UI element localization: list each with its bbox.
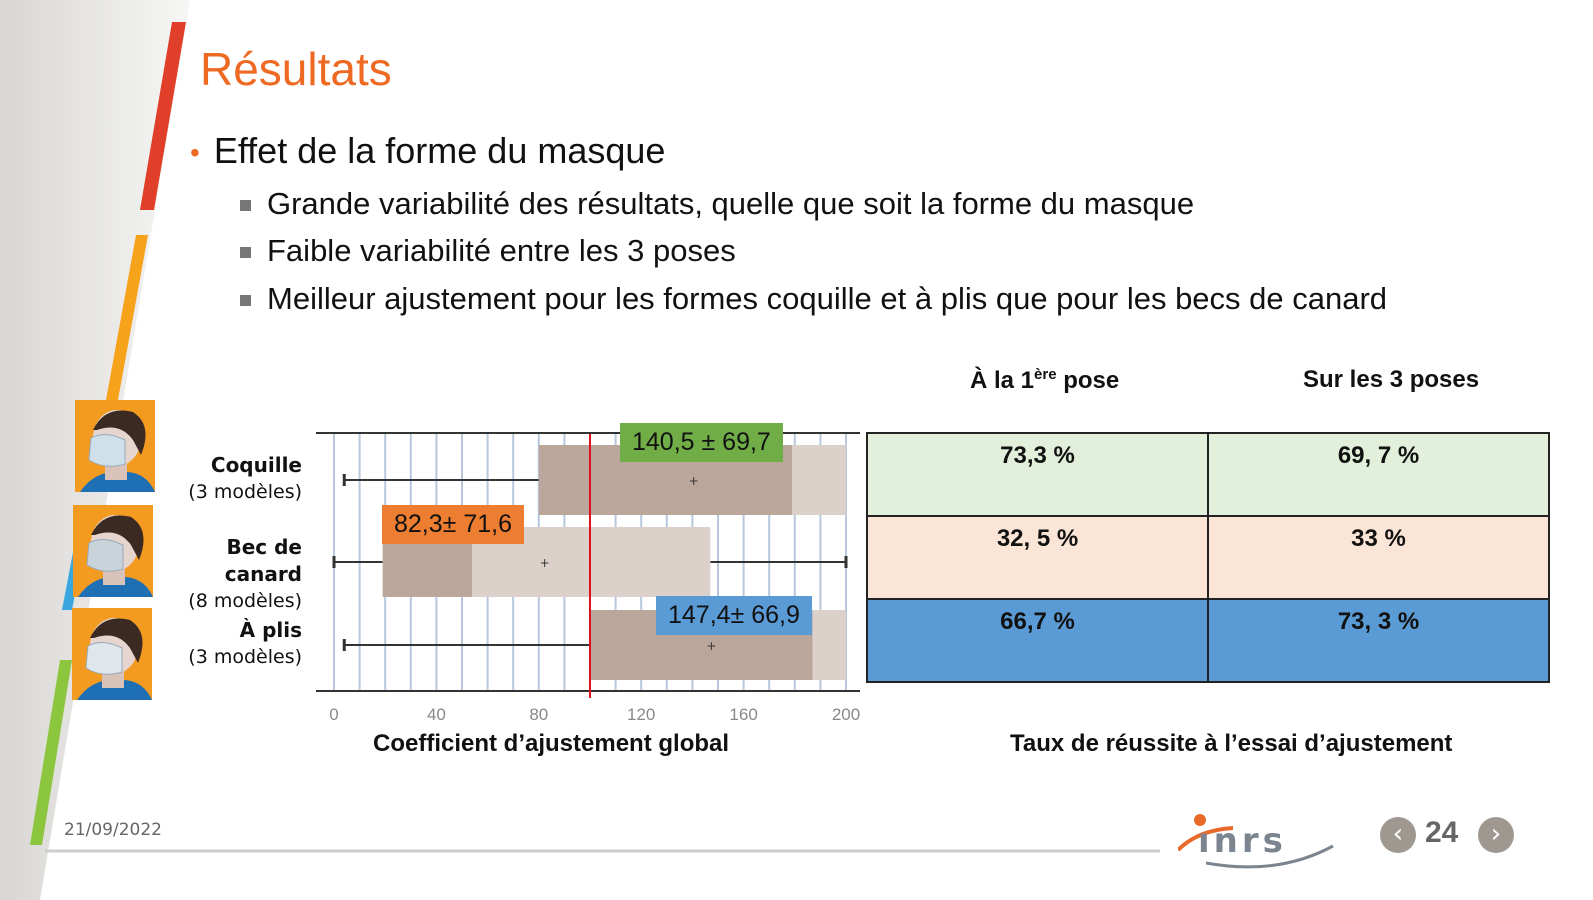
x-tick-label: 40 (427, 705, 446, 724)
sub-bullet-text: Grande variabilité des résultats, quelle… (267, 186, 1195, 221)
table-cell: 73, 3 % (1207, 598, 1550, 683)
previous-slide-button[interactable]: ‹ (1380, 817, 1416, 853)
table-row: 73,3 % 69, 7 % (865, 432, 1550, 517)
sub-bullet-text: Meilleur ajustement pour les formes coqu… (267, 281, 1388, 316)
slide-title: Résultats (200, 43, 392, 95)
page-number: 24 (1425, 816, 1459, 849)
table-row: 66,7 % 73, 3 % (865, 598, 1550, 683)
category-label: À plis (3 modèles) (188, 618, 302, 668)
mask-face-illustration (73, 505, 153, 597)
table-cell: 33 % (1207, 515, 1550, 600)
success-rate-table: 73,3 % 69, 7 % 32, 5 % 33 % 66,7 % 73, 3 % (865, 432, 1550, 683)
next-slide-button[interactable]: › (1478, 817, 1514, 853)
table-header-first-pose: À la 1ère pose (970, 366, 1120, 394)
x-tick-label: 0 (329, 705, 338, 724)
table-cell: 32, 5 % (865, 515, 1210, 600)
x-axis-label: Coefficient d’ajustement global (373, 730, 730, 757)
category-label: Bec de canard (8 modèles) (188, 535, 302, 612)
x-tick-label: 160 (729, 705, 757, 724)
table-cell: 66,7 % (865, 598, 1210, 683)
x-tick-label: 120 (627, 705, 655, 724)
mask-face-illustration (72, 608, 152, 700)
mean-marker: + (689, 474, 699, 488)
mean-sd-label: 147,4± 66,9 (656, 596, 812, 635)
mean-marker: + (540, 556, 550, 570)
sub-bullet-text: Faible variabilité entre les 3 poses (267, 233, 736, 268)
bullet-main: • Effet de la forme du masque (190, 130, 666, 171)
slide-date: 21/09/2022 (64, 820, 162, 840)
table-row: 32, 5 % 33 % (865, 515, 1550, 600)
svg-text:ınrs: ınrs (1198, 821, 1287, 861)
sub-bullet: Grande variabilité des résultats, quelle… (240, 186, 1194, 222)
box-upper (792, 445, 846, 515)
sub-bullet: Faible variabilité entre les 3 poses (240, 233, 736, 269)
table-header-three-poses: Sur les 3 poses (1303, 366, 1480, 393)
inrs-logo: ınrs (1176, 808, 1338, 874)
mean-marker: + (706, 639, 716, 653)
category-label: Coquille (3 modèles) (188, 453, 302, 503)
x-tick-label: 80 (529, 705, 548, 724)
table-caption: Taux de réussite à l’essai d’ajustement (1010, 730, 1453, 757)
mean-sd-label: 140,5 ± 69,7 (620, 423, 783, 462)
mean-sd-label: 82,3± 71,6 (382, 505, 524, 544)
table-cell: 69, 7 % (1207, 432, 1550, 517)
table-cell: 73,3 % (865, 432, 1210, 517)
bullet-text: Effet de la forme du masque (213, 130, 666, 171)
box-upper (812, 610, 846, 680)
x-tick-label: 200 (832, 705, 860, 724)
sub-bullet: Meilleur ajustement pour les formes coqu… (240, 281, 1387, 317)
mask-face-illustration (75, 400, 155, 492)
